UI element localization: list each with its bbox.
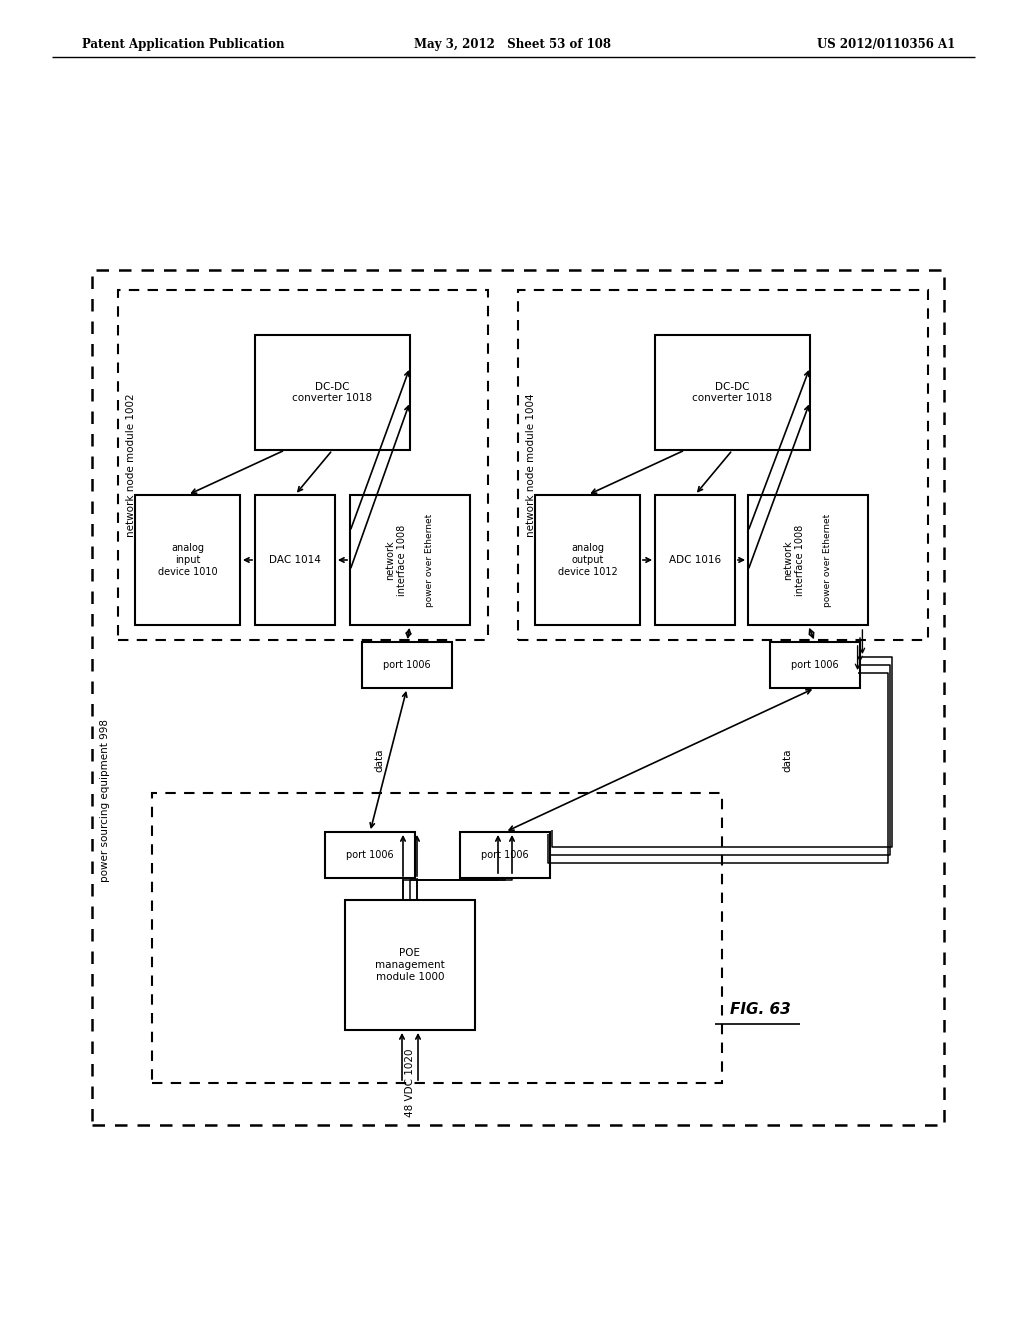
Bar	[535, 495, 640, 624]
Text: network
interface 1008: network interface 1008	[385, 524, 407, 595]
Text: DC-DC
converter 1018: DC-DC converter 1018	[293, 381, 373, 404]
Bar	[518, 290, 928, 640]
Bar	[118, 290, 488, 640]
Bar	[655, 495, 735, 624]
Text: analog
input
device 1010: analog input device 1010	[158, 544, 217, 577]
Bar	[325, 832, 415, 878]
Text: port 1006: port 1006	[481, 850, 528, 861]
Text: port 1006: port 1006	[792, 660, 839, 671]
Text: network
interface 1008: network interface 1008	[783, 524, 805, 595]
Text: network node module 1004: network node module 1004	[526, 393, 536, 537]
Bar	[362, 642, 452, 688]
Bar	[152, 793, 722, 1082]
Text: 48 VDC 1020: 48 VDC 1020	[406, 1049, 415, 1117]
Bar	[255, 495, 335, 624]
Text: US 2012/0110356 A1: US 2012/0110356 A1	[817, 38, 955, 51]
Text: DAC 1014: DAC 1014	[269, 554, 321, 565]
Bar	[135, 495, 240, 624]
Text: May 3, 2012   Sheet 53 of 108: May 3, 2012 Sheet 53 of 108	[414, 38, 610, 51]
Text: network node module 1002: network node module 1002	[126, 393, 136, 537]
Text: power over Ethernet: power over Ethernet	[426, 513, 434, 607]
Text: POE
management
module 1000: POE management module 1000	[375, 948, 444, 982]
Text: port 1006: port 1006	[383, 660, 431, 671]
Bar	[350, 495, 470, 624]
Text: FIG. 63: FIG. 63	[730, 1002, 791, 1018]
Bar	[345, 900, 475, 1030]
Bar	[748, 495, 868, 624]
Text: data: data	[782, 748, 792, 772]
Text: power over Ethernet: power over Ethernet	[823, 513, 833, 607]
Text: data: data	[374, 748, 384, 772]
Text: port 1006: port 1006	[346, 850, 394, 861]
Bar	[655, 335, 810, 450]
Bar	[255, 335, 410, 450]
Text: power sourcing equipment 998: power sourcing equipment 998	[100, 718, 110, 882]
Bar	[770, 642, 860, 688]
Text: ADC 1016: ADC 1016	[669, 554, 721, 565]
Bar	[460, 832, 550, 878]
Text: analog
output
device 1012: analog output device 1012	[558, 544, 617, 577]
Bar	[92, 271, 944, 1125]
Text: DC-DC
converter 1018: DC-DC converter 1018	[692, 381, 772, 404]
Text: Patent Application Publication: Patent Application Publication	[82, 38, 285, 51]
